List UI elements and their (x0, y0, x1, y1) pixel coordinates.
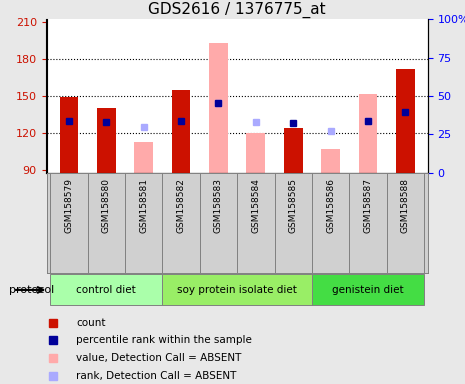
Bar (284, 128, 303, 173)
Bar (359, 94, 377, 173)
Title: GDS2616 / 1376775_at: GDS2616 / 1376775_at (148, 2, 326, 18)
Text: GSM158579: GSM158579 (65, 178, 73, 233)
FancyBboxPatch shape (50, 274, 162, 306)
Bar (321, 149, 340, 173)
Text: value, Detection Call = ABSENT: value, Detection Call = ABSENT (76, 353, 242, 363)
Bar (97, 108, 116, 173)
Text: GSM158581: GSM158581 (139, 178, 148, 233)
Text: genistein diet: genistein diet (332, 285, 404, 295)
Text: GSM158582: GSM158582 (177, 178, 186, 233)
Bar (396, 69, 415, 173)
Text: control diet: control diet (76, 285, 136, 295)
Text: GSM158584: GSM158584 (252, 178, 260, 233)
Bar (209, 43, 228, 173)
Bar (246, 133, 265, 173)
Text: GSM158585: GSM158585 (289, 178, 298, 233)
Text: count: count (76, 318, 106, 328)
Text: rank, Detection Call = ABSENT: rank, Detection Call = ABSENT (76, 371, 237, 381)
Text: GSM158580: GSM158580 (102, 178, 111, 233)
FancyBboxPatch shape (162, 274, 312, 306)
Text: GSM158587: GSM158587 (364, 178, 372, 233)
Text: percentile rank within the sample: percentile rank within the sample (76, 335, 252, 345)
Text: soy protein isolate diet: soy protein isolate diet (177, 285, 297, 295)
Bar (134, 142, 153, 173)
Text: protocol: protocol (9, 285, 54, 295)
FancyBboxPatch shape (312, 274, 424, 306)
Bar (172, 90, 191, 173)
Text: GSM158588: GSM158588 (401, 178, 410, 233)
Text: GSM158583: GSM158583 (214, 178, 223, 233)
Text: GSM158586: GSM158586 (326, 178, 335, 233)
Bar (60, 97, 78, 173)
